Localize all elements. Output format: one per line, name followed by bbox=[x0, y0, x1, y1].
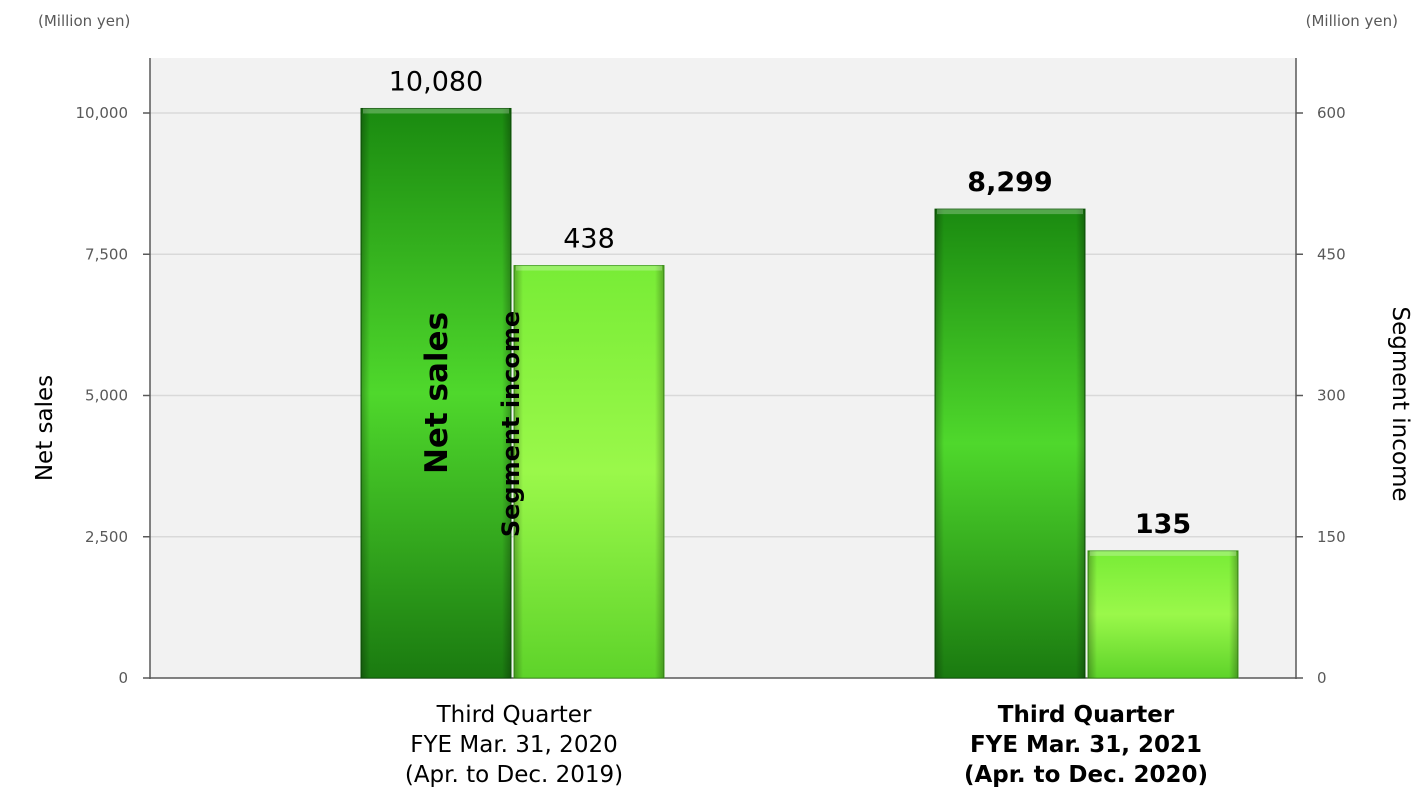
category-label-line: (Apr. to Dec. 2020) bbox=[964, 762, 1208, 788]
net-sales-bar-highlight bbox=[363, 108, 509, 114]
segment-income-bar-label: Segment income bbox=[497, 311, 525, 537]
left-tick-label: 2,500 bbox=[85, 528, 128, 546]
left-unit-label: (Million yen) bbox=[38, 12, 131, 30]
category-label-line: FYE Mar. 31, 2020 bbox=[410, 732, 618, 758]
net-sales-bar-bevel bbox=[935, 209, 1085, 678]
segment-income-bar-highlight bbox=[1090, 550, 1236, 556]
category-label: Third Quarter FYE Mar. 31, 2021 (Apr. to D… bbox=[906, 700, 1266, 790]
category-label-line: Third Quarter bbox=[997, 702, 1175, 728]
left-tick-label: 0 bbox=[118, 669, 128, 687]
right-tick-label: 150 bbox=[1317, 528, 1346, 546]
left-tick-label: 10,000 bbox=[76, 104, 129, 122]
left-tick-label: 5,000 bbox=[85, 387, 128, 405]
data-label: 8,299 bbox=[967, 167, 1052, 198]
segment-income-bar-highlight bbox=[516, 265, 662, 271]
segment-income-bar-bevel bbox=[514, 265, 664, 678]
category-label-line: FYE Mar. 31, 2021 bbox=[969, 732, 1203, 758]
right-tick-label: 450 bbox=[1317, 245, 1346, 263]
right-tick-label: 600 bbox=[1317, 104, 1346, 122]
category-label-line: (Apr. to Dec. 2019) bbox=[404, 762, 624, 788]
right-unit-label: (Million yen) bbox=[1305, 12, 1398, 30]
net-sales-bar-highlight bbox=[937, 209, 1083, 215]
category-label-line: Third Quarter bbox=[436, 702, 592, 728]
data-label: 10,080 bbox=[389, 66, 483, 97]
right-tick-label: 0 bbox=[1317, 669, 1327, 687]
right-tick-label: 300 bbox=[1317, 387, 1346, 405]
data-label: 135 bbox=[1135, 509, 1191, 540]
data-label: 438 bbox=[563, 224, 615, 255]
left-tick-label: 7,500 bbox=[85, 245, 128, 263]
net-sales-bar-bevel bbox=[361, 108, 511, 679]
category-label: Third Quarter FYE Mar. 31, 2020 (Apr. to D… bbox=[334, 700, 694, 790]
net-sales-bar-label: Net sales bbox=[419, 312, 455, 474]
segment-income-bar-bevel bbox=[1088, 550, 1238, 678]
